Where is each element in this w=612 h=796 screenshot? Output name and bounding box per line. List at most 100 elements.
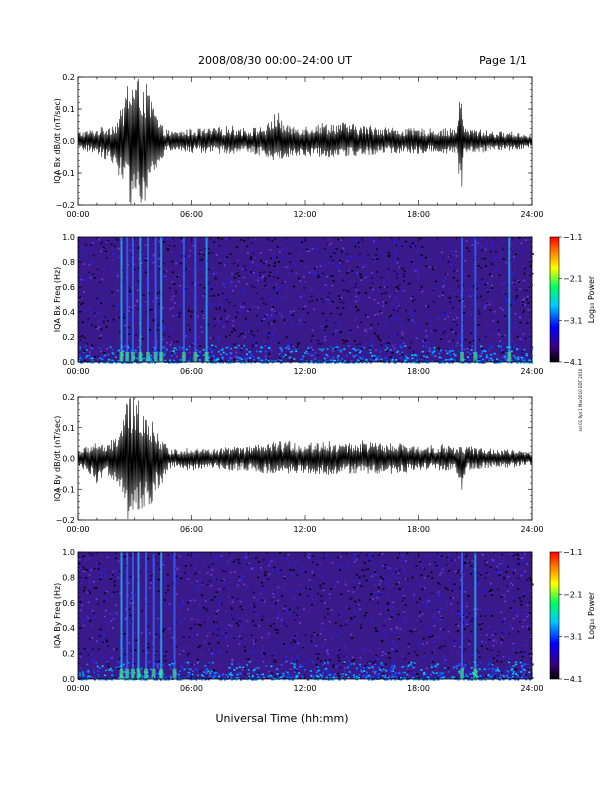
spectrogram-speckle [394, 285, 396, 287]
spectrogram-speckle [277, 246, 279, 248]
spectrogram-speckle [488, 626, 490, 628]
spectrogram-speckle [499, 563, 501, 565]
spectrogram-speckle [443, 629, 445, 631]
spectrogram-speckle [101, 238, 103, 240]
spectrogram-speckle [329, 238, 331, 240]
spectrogram-speckle [484, 358, 486, 360]
spectrogram-band-cell [322, 673, 324, 675]
spectrogram-speckle [291, 642, 293, 644]
spectrogram-event-line [160, 237, 162, 362]
spectrogram-speckle [440, 628, 442, 630]
spectrogram-speckle [491, 289, 493, 291]
spectrogram-speckle [239, 563, 241, 565]
spectrogram-speckle [308, 558, 310, 560]
spectrogram-speckle [396, 583, 398, 585]
spectrogram-speckle [389, 567, 391, 569]
spectrogram-speckle [470, 639, 472, 641]
spectrogram-speckle [158, 310, 160, 312]
spectrogram-speckle [158, 663, 160, 665]
spectrogram-speckle [313, 308, 315, 310]
spectrogram-event-line [461, 237, 463, 362]
spectrogram-speckle [261, 298, 263, 300]
spectrogram-band-cell [294, 663, 296, 665]
spectrogram-speckle [423, 656, 425, 658]
spectrogram-speckle [172, 292, 174, 294]
spectrogram-band-cell [371, 359, 373, 361]
spectrogram-speckle [227, 645, 229, 647]
spectrogram-speckle [111, 657, 113, 659]
spectrogram-speckle [365, 663, 367, 665]
spectrogram-speckle [217, 642, 219, 644]
spectrogram-speckle [479, 609, 481, 611]
spectrogram-speckle [354, 616, 356, 618]
spectrogram-speckle [242, 290, 244, 292]
spectrogram-speckle [355, 296, 357, 298]
spectrogram-speckle [464, 573, 466, 575]
spectrogram-band-cell [241, 347, 243, 349]
spectrogram-speckle [448, 261, 450, 263]
spectrogram-band-cell [361, 358, 363, 360]
spectrogram-speckle [274, 676, 276, 678]
spectrogram-speckle [484, 592, 486, 594]
spectrogram-speckle [82, 249, 84, 251]
spectrogram-speckle [411, 342, 413, 344]
spectrogram-speckle [213, 577, 215, 579]
spectrogram-speckle [149, 632, 151, 634]
spectrogram-speckle [448, 341, 450, 343]
spectrogram-speckle [191, 311, 193, 313]
spectrogram-speckle [171, 559, 173, 561]
spectrogram-speckle [325, 284, 327, 286]
spectrogram-speckle [354, 246, 356, 248]
spectrogram-speckle [523, 310, 525, 312]
spectrogram-band-cell [517, 676, 519, 678]
spectrogram-band-cell [239, 672, 241, 674]
spectrogram-speckle [511, 340, 513, 342]
spectrogram-speckle [82, 302, 84, 304]
spectrogram-speckle [371, 277, 373, 279]
spectrogram-speckle [283, 297, 285, 299]
spectrogram-speckle [330, 308, 332, 310]
spectrogram-speckle [107, 240, 109, 242]
spectrogram-speckle [96, 640, 98, 642]
spectrogram-speckle [444, 318, 446, 320]
spectrogram-speckle [297, 324, 299, 326]
spectrogram-speckle [272, 306, 274, 308]
spectrogram-speckle [524, 290, 526, 292]
spectrogram-speckle [293, 599, 295, 601]
spectrogram-speckle [467, 595, 469, 597]
spectrogram-speckle [463, 274, 465, 276]
spectrogram-speckle [284, 605, 286, 607]
spectrogram-speckle [284, 281, 286, 283]
spectrogram-speckle [495, 640, 497, 642]
spectrogram-speckle [222, 570, 224, 572]
spectrogram-speckle [466, 247, 468, 249]
spectrogram-band-cell [170, 359, 172, 361]
spectrogram-band-cell [265, 665, 267, 667]
spectrogram-speckle [492, 335, 494, 337]
spectrogram-band-cell [391, 671, 393, 673]
spectrogram-speckle [404, 244, 406, 246]
spectrogram-speckle [265, 261, 267, 263]
spectrogram-speckle [197, 296, 199, 298]
spectrogram-speckle [110, 578, 112, 580]
spectrogram-speckle [420, 357, 422, 359]
spectrogram-speckle [485, 284, 487, 286]
spectrogram-speckle [156, 634, 158, 636]
spectrogram-band-cell [428, 351, 430, 353]
spectrogram-band-cell [445, 350, 447, 352]
spectrogram-speckle [247, 323, 249, 325]
spectrogram-speckle [389, 657, 391, 659]
spectrogram-event-burst [507, 352, 511, 362]
spectrogram-speckle [289, 609, 291, 611]
spectrogram-speckle [253, 643, 255, 645]
spectrogram-band-cell [489, 662, 491, 664]
spectrogram-speckle [170, 660, 172, 662]
spectrogram-speckle [522, 301, 524, 303]
spectrogram-band-cell [252, 675, 254, 677]
spectrogram-band-cell [327, 360, 329, 362]
spectrogram-band-cell [488, 360, 490, 362]
spectrogram-speckle [525, 613, 527, 615]
spectrogram-speckle [129, 298, 131, 300]
spectrogram-band-cell [337, 358, 339, 360]
spectrogram-speckle [168, 607, 170, 609]
